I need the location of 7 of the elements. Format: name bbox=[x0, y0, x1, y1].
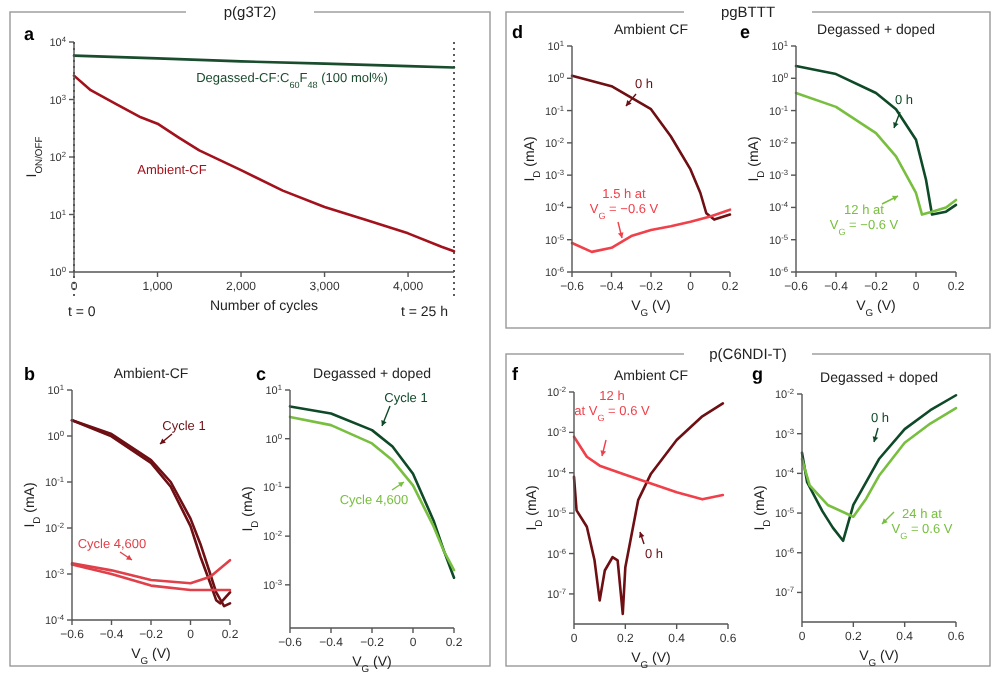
text: b bbox=[24, 364, 36, 384]
text: f bbox=[512, 364, 520, 384]
text: e bbox=[740, 22, 751, 42]
text: c bbox=[256, 364, 267, 384]
text: d bbox=[512, 22, 523, 42]
text: a bbox=[24, 24, 36, 44]
text: g bbox=[752, 364, 763, 384]
